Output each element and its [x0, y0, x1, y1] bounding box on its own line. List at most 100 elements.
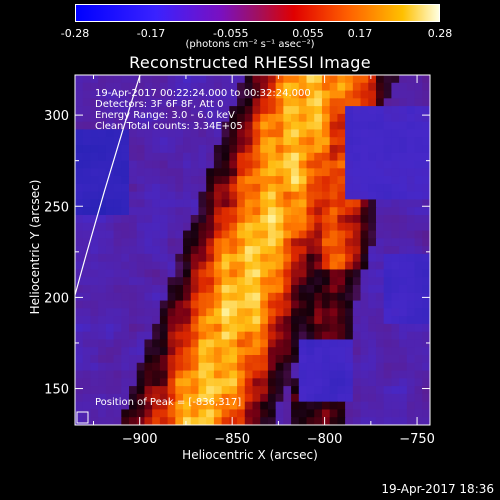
heatmap-cell [329, 137, 338, 146]
heatmap-cell [152, 129, 161, 138]
heatmap-cell [75, 215, 84, 224]
heatmap-cell [291, 160, 300, 169]
heatmap-cell [375, 362, 385, 372]
heatmap-cell [98, 199, 107, 208]
heatmap-cell [75, 168, 84, 177]
heatmap-cell [360, 269, 369, 278]
heatmap-cell [383, 238, 393, 247]
heatmap-cell [283, 191, 292, 201]
heatmap-cell [167, 238, 176, 247]
heatmap-cell [183, 261, 192, 271]
heatmap-cell [267, 160, 277, 169]
heatmap-cell [306, 285, 315, 294]
heatmap-cell [291, 129, 300, 138]
heatmap-cell [383, 215, 393, 224]
heatmap-cell [183, 277, 192, 286]
heatmap-cell [198, 230, 207, 239]
heatmap-cell [82, 113, 92, 123]
heatmap-cell [360, 292, 369, 302]
heatmap-cell [298, 417, 308, 425]
heatmap-cell [244, 355, 254, 364]
heatmap-cell [360, 362, 369, 372]
heatmap-cell [105, 113, 115, 123]
heatmap-cell [275, 269, 284, 278]
heatmap-cell [82, 145, 92, 154]
heatmap-cell [337, 285, 346, 294]
heatmap-cell [159, 129, 169, 138]
heatmap-cell [82, 199, 92, 208]
heatmap-cell [167, 316, 176, 325]
heatmap-cell [198, 222, 207, 232]
heatmap-cell [352, 106, 362, 115]
heatmap-cell [221, 230, 230, 239]
heatmap-cell [121, 168, 130, 177]
heatmap-cell [298, 137, 308, 146]
heatmap-cell [352, 176, 362, 185]
heatmap-cell [129, 292, 138, 302]
heatmap-cell [399, 362, 408, 372]
heatmap-cell [105, 269, 115, 278]
heatmap-cell [368, 339, 377, 348]
heatmap-cell [105, 347, 115, 356]
heatmap-cell [368, 323, 377, 333]
heatmap-cell [129, 207, 138, 216]
heatmap-cell [113, 75, 122, 84]
heatmap-cell [136, 183, 146, 193]
heatmap-cell [152, 137, 161, 146]
heatmap-cell [98, 370, 107, 379]
heatmap-cell [406, 106, 416, 115]
heatmap-cell [237, 152, 246, 162]
heatmap-cell [306, 183, 315, 193]
heatmap-cell [90, 393, 99, 403]
heatmap-cell [298, 347, 308, 356]
heatmap-cell [98, 300, 107, 309]
heatmap-cell [321, 199, 331, 208]
heatmap-cell [244, 207, 254, 216]
heatmap-cell [329, 401, 338, 411]
heatmap-cell [75, 409, 84, 418]
heatmap-cell [321, 230, 331, 239]
heatmap-cell [183, 393, 192, 403]
heatmap-cell [129, 129, 138, 138]
heatmap-cell [337, 378, 346, 387]
heatmap-cell [121, 183, 130, 193]
heatmap-cell [144, 339, 153, 348]
heatmap-cell [152, 393, 161, 403]
heatmap-cell [321, 90, 331, 99]
heatmap-cell [206, 238, 215, 247]
heatmap-cell [260, 269, 269, 278]
heatmap-cell [260, 222, 269, 232]
heatmap-cell [360, 121, 369, 131]
heatmap-cell [105, 370, 115, 379]
heatmap-cell [75, 386, 84, 395]
heatmap-cell [198, 168, 207, 177]
heatmap-cell [399, 285, 408, 294]
heatmap-cell [136, 393, 146, 403]
heatmap-cell [321, 292, 331, 302]
heatmap-cell [244, 269, 254, 278]
heatmap-cell [198, 191, 207, 201]
heatmap-cell [82, 137, 92, 146]
heatmap-cell [237, 246, 246, 255]
heatmap-cell [391, 386, 400, 395]
heatmap-cell [237, 378, 246, 387]
heatmap-cell [75, 137, 84, 146]
heatmap-cell [275, 347, 284, 356]
heatmap-cell [82, 75, 92, 84]
heatmap-cell [175, 129, 184, 138]
heatmap-cell [291, 316, 300, 325]
heatmap-cell [291, 215, 300, 224]
heatmap-cell [368, 253, 377, 263]
heatmap-cell [337, 230, 346, 239]
heatmap-cell [406, 152, 416, 162]
heatmap-cell [352, 253, 362, 263]
heatmap-cell [260, 191, 269, 201]
heatmap-cell [306, 137, 315, 146]
heatmap-cell [321, 137, 331, 146]
heatmap-cell [399, 160, 408, 169]
heatmap-cell [383, 176, 393, 185]
heatmap-cell [291, 355, 300, 364]
heatmap-cell [75, 401, 84, 411]
heatmap-cell [167, 215, 176, 224]
heatmap-cell [383, 191, 393, 201]
